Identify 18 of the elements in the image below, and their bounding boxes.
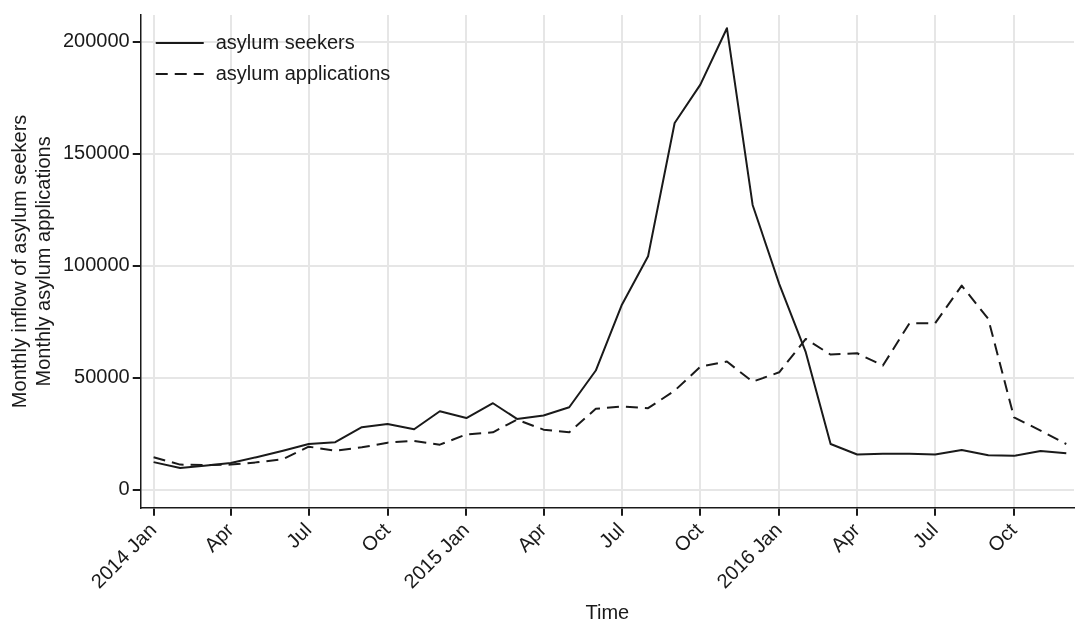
x-tick-label: Oct bbox=[983, 518, 1022, 557]
x-axis-title: Time bbox=[585, 600, 630, 623]
x-tick-label: Apr bbox=[512, 518, 551, 557]
x-tick-label: Jul bbox=[594, 518, 629, 553]
y-tick-label: 200000 bbox=[62, 29, 130, 52]
y-tick-label: 0 bbox=[118, 477, 130, 500]
y-tick-label: 50000 bbox=[74, 365, 130, 388]
y-tick-label: 150000 bbox=[62, 141, 130, 164]
x-tick-label: Oct bbox=[356, 518, 395, 557]
x-tick-label: Jul bbox=[281, 518, 316, 553]
x-tick-label: Oct bbox=[669, 518, 708, 557]
legend-label: asylum applications bbox=[215, 61, 391, 84]
x-tick-label: Jul bbox=[908, 518, 942, 553]
x-tick-label: Apr bbox=[199, 518, 238, 557]
legend-label: asylum seekers bbox=[215, 30, 355, 53]
y-tick-label: 100000 bbox=[62, 253, 130, 276]
y-axis-title: Monthly inflow of asylum seekers Monthly asylum applications bbox=[7, 114, 54, 409]
x-tick-label: Apr bbox=[826, 518, 865, 557]
